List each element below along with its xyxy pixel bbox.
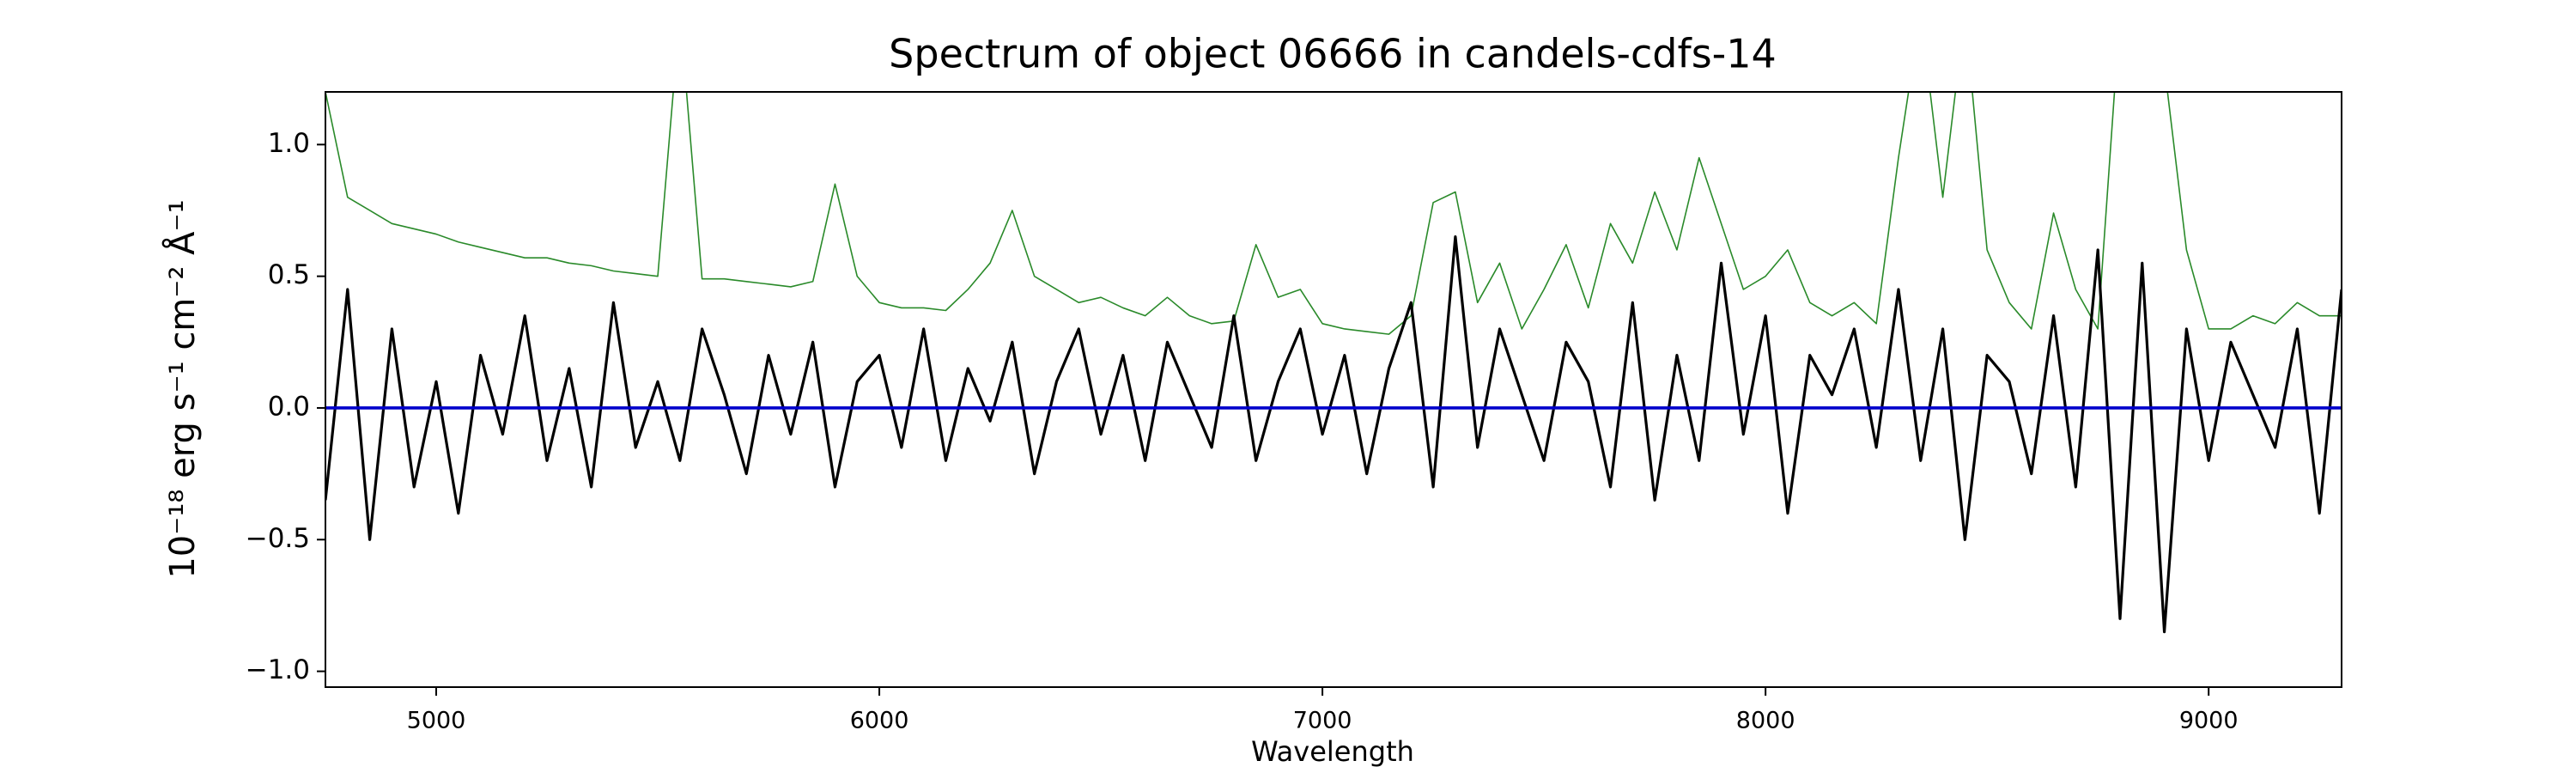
x-tick-label: 7000 [1293,708,1352,734]
plot-frame [325,91,2342,688]
y-axis-label: 10⁻¹⁸ erg s⁻¹ cm⁻² Å⁻¹ [161,199,203,578]
x-tick-label: 6000 [850,708,909,734]
spectrum-line [325,235,2342,634]
x-tick-label: 8000 [1736,708,1795,734]
y-tick-label: 1.0 [268,128,310,159]
x-tick-label: 5000 [407,708,466,734]
spectrum-line [325,92,2342,335]
y-tick-label: −0.5 [246,523,310,554]
y-tick-label: 0.5 [268,259,310,290]
x-axis-label: Wavelength [1251,735,1414,768]
y-tick-label: −1.0 [246,654,310,685]
plot-area [325,92,2342,634]
y-tick-label: 0.0 [268,391,310,422]
chart-title: Spectrum of object 06666 in candels-cdfs… [889,31,1777,77]
x-tick-label: 9000 [2179,708,2239,734]
